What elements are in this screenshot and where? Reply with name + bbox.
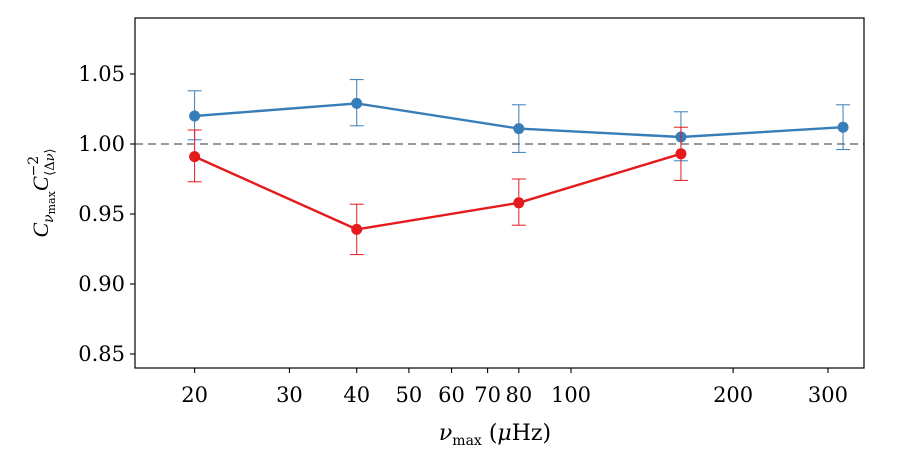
series-layer bbox=[187, 79, 851, 256]
x-tick-label: 80 bbox=[505, 383, 532, 407]
x-tick-label: 70 bbox=[474, 383, 501, 407]
x-tick-label: 300 bbox=[808, 383, 848, 407]
data-point bbox=[513, 123, 525, 135]
y-axis-ticks: 0.85 0.90 0.95 1.00 1.05 bbox=[78, 62, 135, 366]
x-tick-label: 100 bbox=[551, 383, 591, 407]
data-point bbox=[351, 97, 363, 109]
x-tick-label: 60 bbox=[438, 383, 465, 407]
x-tick-label: 20 bbox=[181, 383, 208, 407]
y-tick-label: 0.95 bbox=[78, 202, 125, 226]
x-tick-label: 30 bbox=[276, 383, 303, 407]
x-tick-label: 50 bbox=[396, 383, 423, 407]
x-tick-label: 200 bbox=[713, 383, 753, 407]
data-point bbox=[513, 197, 525, 209]
x-axis-label: νmax (μHz) bbox=[439, 421, 551, 449]
y-axis-label: CνmaxC−2⟨Δν⟩ bbox=[26, 148, 58, 237]
data-point bbox=[837, 121, 849, 133]
plot-area bbox=[135, 18, 864, 368]
y-tick-label: 0.85 bbox=[78, 342, 125, 366]
x-axis-ticks: 20 30 40 50 60 70 80 100 200 300 bbox=[181, 368, 848, 407]
data-point bbox=[675, 148, 687, 160]
series-line bbox=[194, 152, 682, 231]
y-tick-label: 1.05 bbox=[78, 62, 125, 86]
y-tick-label: 1.00 bbox=[78, 132, 125, 156]
data-point bbox=[189, 110, 201, 122]
series-red bbox=[187, 126, 688, 256]
plot-frame bbox=[134, 17, 865, 369]
x-tick-label: 40 bbox=[343, 383, 370, 407]
data-point bbox=[351, 223, 363, 235]
data-point bbox=[189, 151, 201, 163]
y-tick-label: 0.90 bbox=[78, 272, 125, 296]
